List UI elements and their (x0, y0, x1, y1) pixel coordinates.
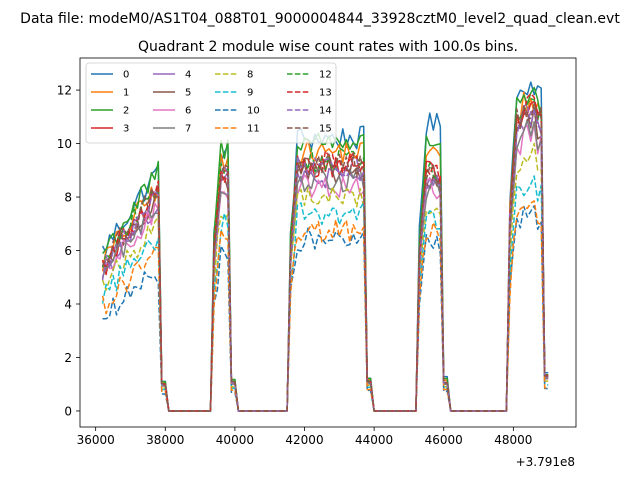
legend-label-3: 3 (123, 124, 129, 135)
x-tick-label: 44000 (355, 433, 393, 447)
plot-frame (79, 57, 577, 428)
figure-suptitle: Data file: modeM0/AS1T04_088T01_90000048… (20, 11, 620, 27)
x-tick-label: 36000 (77, 433, 115, 447)
y-axis: 0 2 4 6 8 10 12 (57, 84, 80, 418)
x-axis: 36000 38000 40000 42000 44000 46000 48000 (77, 427, 532, 447)
legend-label-7: 7 (185, 124, 191, 135)
legend-label-14: 14 (319, 106, 332, 117)
series-group (101, 81, 549, 412)
legend-label-6: 6 (185, 106, 191, 117)
x-tick-label: 46000 (425, 433, 463, 447)
legend-label-12: 12 (319, 70, 332, 81)
x-tick-label: 38000 (146, 433, 184, 447)
y-tick-label: 0 (64, 404, 72, 418)
y-tick-label: 6 (64, 244, 72, 258)
x-tick-label: 48000 (494, 433, 532, 447)
y-tick-label: 10 (57, 137, 72, 151)
x-offset-label: +3.791e8 (516, 455, 575, 469)
x-tick-label: 40000 (216, 433, 254, 447)
x-tick-label: 42000 (285, 433, 323, 447)
legend-label-15: 15 (319, 124, 332, 135)
legend-label-5: 5 (185, 88, 191, 99)
legend-label-10: 10 (247, 106, 260, 117)
y-tick-label: 12 (57, 84, 72, 98)
y-tick-label: 2 (64, 351, 72, 365)
series-line-12 (101, 98, 549, 412)
legend-label-13: 13 (319, 88, 332, 99)
legend-frame (85, 62, 337, 144)
series-line-15 (101, 102, 549, 412)
legend-label-0: 0 (123, 70, 129, 81)
y-tick-label: 4 (64, 298, 72, 312)
legend-label-8: 8 (247, 70, 253, 81)
legend-label-9: 9 (247, 88, 253, 99)
legend-label-11: 11 (247, 124, 260, 135)
legend-label-4: 4 (185, 70, 191, 81)
chart-title: Quadrant 2 module wise count rates with … (138, 39, 518, 55)
legend-label-1: 1 (123, 88, 129, 99)
y-tick-label: 8 (64, 191, 72, 205)
legend-label-2: 2 (123, 106, 129, 117)
